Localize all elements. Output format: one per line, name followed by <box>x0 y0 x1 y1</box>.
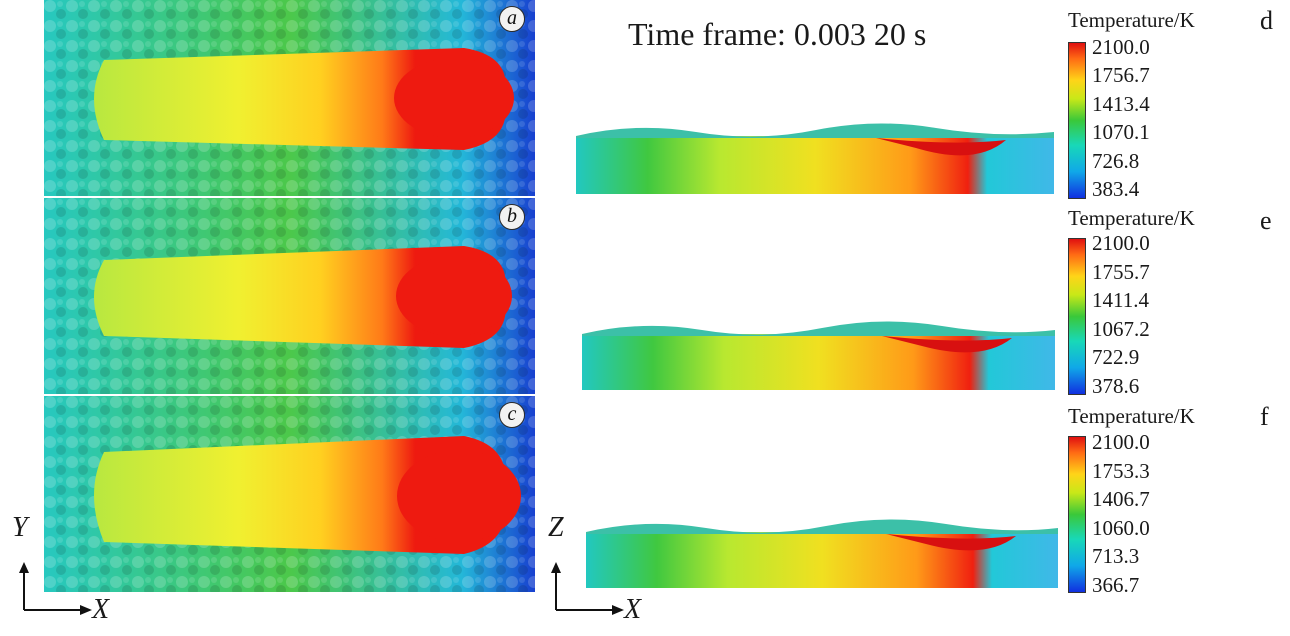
side-view-image-f <box>586 519 1058 588</box>
x-axis-label-right: X <box>624 594 642 625</box>
colorbar-gradient <box>1068 238 1086 395</box>
x-axis-label: X <box>92 594 110 625</box>
panel-label-a: a <box>499 6 525 32</box>
colorbar-tick: 1756.7 <box>1092 63 1150 87</box>
top-view-image-b <box>44 198 535 394</box>
top-view-image-c <box>44 396 535 592</box>
colorbar-tick: 2100.0 <box>1092 430 1150 454</box>
panel-label-d: d <box>1260 6 1273 35</box>
top-view-panel-c: c <box>44 396 535 592</box>
colorbar-tick: 1406.7 <box>1092 487 1150 511</box>
y-axis-label: Y <box>12 512 28 543</box>
colorbar-title: Temperature/K <box>1068 404 1195 428</box>
top-view-image-a <box>44 0 535 196</box>
top-view-panel-a: a <box>44 0 535 196</box>
side-view-image-d <box>576 123 1054 194</box>
colorbar-tick: 2100.0 <box>1092 35 1150 59</box>
side-view-panel-f <box>586 514 1060 590</box>
z-axis-label: Z <box>548 512 564 543</box>
colorbar-tick: 1753.3 <box>1092 459 1150 483</box>
side-view-panel-e <box>582 316 1057 392</box>
colorbar-tick: 713.3 <box>1092 544 1140 568</box>
time-frame-label: Time frame: 0.003 20 s <box>628 16 927 52</box>
panel-label-e: e <box>1260 206 1272 235</box>
colorbar-tick: 722.9 <box>1092 345 1140 369</box>
colorbar-title: Temperature/K <box>1068 206 1195 230</box>
colorbar-tick: 1067.2 <box>1092 317 1150 341</box>
colorbar-tick: 1755.7 <box>1092 260 1150 284</box>
colorbar-tick: 1411.4 <box>1092 288 1149 312</box>
colorbar-d: Temperature/K 2100.0 1756.7 1413.4 1070.… <box>1068 8 1258 201</box>
colorbar-e: Temperature/K 2100.0 1755.7 1411.4 1067.… <box>1068 206 1258 398</box>
colorbar-tick: 1070.1 <box>1092 120 1150 144</box>
colorbar-gradient <box>1068 42 1086 199</box>
colorbar-f: Temperature/K 2100.0 1753.3 1406.7 1060.… <box>1068 404 1258 597</box>
colorbar-tick: 726.8 <box>1092 149 1140 173</box>
panel-label-f: f <box>1260 402 1269 431</box>
colorbar-gradient <box>1068 436 1086 593</box>
colorbar-tick: 383.4 <box>1092 177 1140 201</box>
top-view-panel-b: b <box>44 198 535 394</box>
colorbar-tick: 378.6 <box>1092 374 1140 398</box>
colorbar-title: Temperature/K <box>1068 8 1195 32</box>
axes-arrows-left <box>19 562 92 615</box>
colorbar-tick: 366.7 <box>1092 573 1140 597</box>
colorbar-tick: 1060.0 <box>1092 516 1150 540</box>
colorbar-tick: 2100.0 <box>1092 231 1150 255</box>
side-view-image-e <box>582 321 1055 390</box>
panel-label-c: c <box>499 402 525 428</box>
side-view-panel-d <box>576 118 1056 196</box>
panel-label-b: b <box>499 204 525 230</box>
colorbar-tick: 1413.4 <box>1092 92 1150 116</box>
axes-arrows-right <box>551 562 624 615</box>
